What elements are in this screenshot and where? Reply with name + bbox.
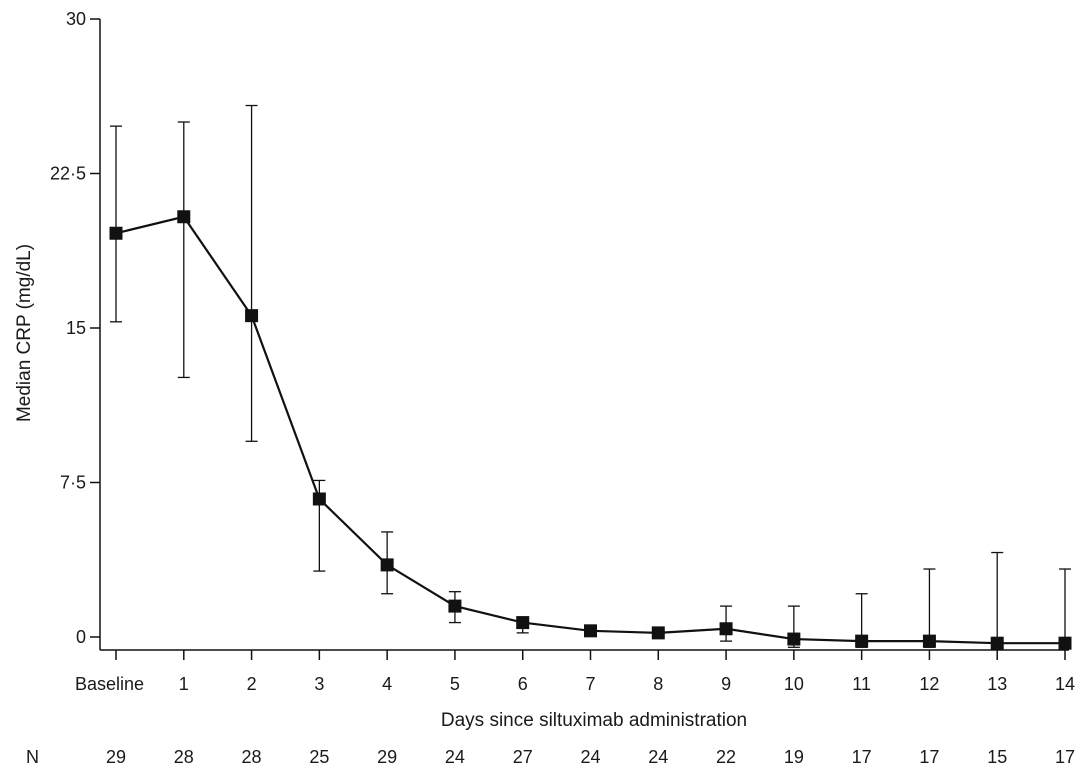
y-tick-label: 30 xyxy=(66,9,86,29)
data-point xyxy=(990,636,1004,650)
x-tick-label: 3 xyxy=(314,674,324,694)
x-tick-label: 4 xyxy=(382,674,392,694)
series-line xyxy=(115,215,1065,645)
n-value: 17 xyxy=(852,747,872,767)
x-tick-label: 1 xyxy=(179,674,189,694)
n-row: N 29 28 28 25 29 24 27 24 24 22 19 17 17 15 17 xyxy=(26,747,1075,767)
x-tick-label: Baseline xyxy=(75,674,144,694)
data-point xyxy=(651,626,665,640)
data-point xyxy=(922,634,936,648)
x-axis: Baseline 1 2 3 4 5 6 7 8 9 10 11 12 13 14 xyxy=(75,649,1075,694)
n-value: 24 xyxy=(580,747,600,767)
n-value: 25 xyxy=(309,747,329,767)
y-tick-label: 22·5 xyxy=(50,164,86,184)
series-line-group xyxy=(115,215,1065,645)
n-row-label: N xyxy=(26,747,39,767)
n-value: 17 xyxy=(1055,747,1075,767)
n-value: 29 xyxy=(106,747,126,767)
x-tick-label: 13 xyxy=(987,674,1007,694)
n-value: 28 xyxy=(174,747,194,767)
data-point xyxy=(1058,636,1072,650)
n-value: 24 xyxy=(445,747,465,767)
data-point xyxy=(855,634,869,648)
n-value: 15 xyxy=(987,747,1007,767)
n-value: 19 xyxy=(784,747,804,767)
x-axis-title: Days since siltuximab administration xyxy=(441,710,747,731)
data-point xyxy=(109,226,123,240)
data-point xyxy=(787,632,801,646)
y-tick-label: 15 xyxy=(66,318,86,338)
n-value: 28 xyxy=(242,747,262,767)
data-point xyxy=(516,616,530,630)
x-tick-label: 2 xyxy=(247,674,257,694)
x-tick-label: 10 xyxy=(784,674,804,694)
data-point xyxy=(177,210,191,224)
n-value: 17 xyxy=(919,747,939,767)
x-tick-label: 5 xyxy=(450,674,460,694)
n-value: 24 xyxy=(648,747,668,767)
x-tick-label: 14 xyxy=(1055,674,1075,694)
y-tick-label: 0 xyxy=(76,627,86,647)
y-tick-label: 7·5 xyxy=(60,473,86,493)
x-tick-label: 8 xyxy=(653,674,663,694)
x-tick-label: 11 xyxy=(852,674,871,694)
x-tick-label: 9 xyxy=(721,674,731,694)
n-value: 29 xyxy=(377,747,397,767)
data-point xyxy=(245,309,259,323)
x-tick-label: 12 xyxy=(919,674,939,694)
x-tick-label: 6 xyxy=(518,674,528,694)
data-point xyxy=(719,622,733,636)
x-tick-label: 7 xyxy=(585,674,595,694)
y-axis-title: Median CRP (mg/dL) xyxy=(14,244,35,422)
data-point xyxy=(312,492,326,506)
data-markers xyxy=(109,210,1072,650)
y-axis: 0 7·5 15 22·5 30 xyxy=(50,9,101,650)
data-point xyxy=(380,558,394,572)
data-point xyxy=(448,599,462,613)
n-value: 27 xyxy=(513,747,533,767)
data-point xyxy=(584,624,597,638)
n-value: 22 xyxy=(716,747,736,767)
error-bars xyxy=(110,104,1071,648)
